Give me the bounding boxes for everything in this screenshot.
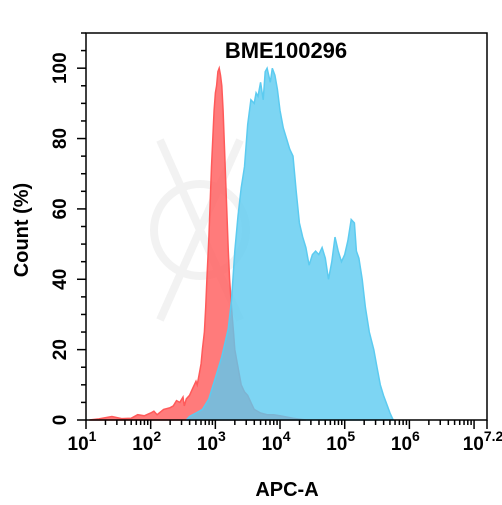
x-tick-label: 101 [68, 428, 97, 455]
x-axis: 101 102 103 104 105 106 107.2 [68, 420, 502, 455]
y-axis: 0 20 40 60 80 100 [50, 32, 86, 426]
y-tick-label: 20 [50, 339, 71, 360]
x-tick-label: 103 [197, 428, 226, 455]
y-tick-label: 40 [50, 269, 71, 290]
histogram-series-2 [184, 66, 395, 421]
series-layer [89, 65, 395, 421]
chart-title: BME100296 [225, 38, 347, 63]
x-tick-label: 104 [262, 428, 291, 455]
y-tick-label: 80 [50, 128, 71, 149]
x-axis-title: APC-A [255, 479, 318, 501]
x-tick-label: 106 [391, 428, 420, 455]
x-tick-label: 105 [326, 428, 355, 455]
x-tick-label: 107.2 [463, 428, 502, 455]
x-tick-label: 102 [132, 428, 161, 455]
y-tick-label: 100 [50, 52, 71, 84]
y-axis-title: Count (%) [11, 183, 33, 277]
y-tick-label: 60 [50, 198, 71, 219]
y-tick-label: 0 [50, 415, 71, 426]
